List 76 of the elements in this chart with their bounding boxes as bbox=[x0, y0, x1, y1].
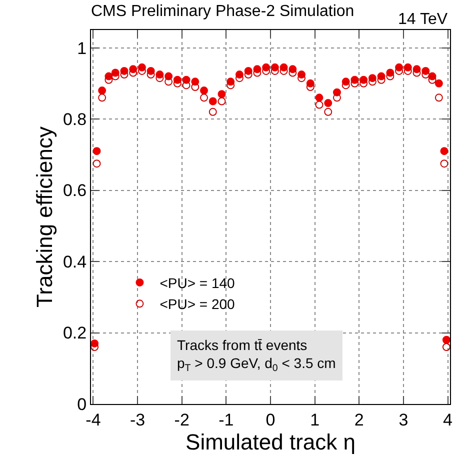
x-tick-label: 2 bbox=[354, 410, 364, 430]
point bbox=[226, 81, 235, 90]
point bbox=[332, 94, 341, 102]
point bbox=[218, 90, 226, 98]
point bbox=[200, 86, 208, 95]
point bbox=[129, 68, 138, 77]
point bbox=[315, 94, 324, 102]
point bbox=[360, 79, 368, 88]
x-tick-label: 3 bbox=[398, 410, 408, 430]
point bbox=[92, 160, 101, 168]
point bbox=[434, 94, 443, 102]
point bbox=[90, 343, 99, 352]
point bbox=[324, 108, 332, 116]
point bbox=[138, 66, 146, 75]
point bbox=[377, 76, 386, 84]
point bbox=[298, 74, 306, 82]
y-axis-title: Tracking efficiency bbox=[32, 126, 57, 308]
point bbox=[368, 78, 376, 86]
point bbox=[146, 70, 155, 79]
y-tick-label: 1 bbox=[77, 38, 87, 58]
point bbox=[306, 82, 314, 91]
point bbox=[200, 94, 208, 102]
x-tick-label: -1 bbox=[218, 410, 234, 430]
point bbox=[182, 81, 190, 90]
y-tick-label: 0.2 bbox=[62, 324, 87, 343]
point bbox=[92, 147, 101, 156]
point bbox=[104, 76, 113, 84]
x-tick-label: -4 bbox=[86, 410, 101, 430]
point bbox=[208, 108, 217, 116]
x-axis-title: Simulated track η bbox=[186, 429, 356, 454]
point bbox=[191, 82, 200, 91]
legend-label: <PU> = 200 bbox=[160, 296, 236, 312]
point bbox=[262, 66, 270, 75]
y-tick-label: 0 bbox=[77, 394, 87, 414]
point bbox=[98, 94, 106, 102]
point bbox=[288, 68, 297, 77]
point bbox=[218, 97, 226, 106]
point bbox=[412, 68, 421, 77]
point bbox=[404, 66, 412, 75]
point bbox=[280, 66, 288, 75]
chart-title: CMS Preliminary Phase-2 Simulation bbox=[91, 2, 354, 20]
point bbox=[235, 74, 244, 82]
point bbox=[156, 74, 164, 82]
point bbox=[164, 78, 173, 86]
point bbox=[270, 66, 279, 75]
x-tick-label: -3 bbox=[130, 410, 146, 430]
point bbox=[324, 99, 332, 108]
annotation: Tracks from tt̄ events p$_{T}$ > 0.9 GeV, d$_{0}$ < 3.5 cm bbox=[177, 337, 336, 374]
legend-label: <PU> = 140 bbox=[160, 274, 236, 291]
chart-subtitle: 14 TeV bbox=[398, 11, 448, 28]
point bbox=[442, 336, 450, 344]
x-tick-label: 1 bbox=[310, 410, 320, 430]
x-tick-label: -2 bbox=[174, 410, 190, 430]
x-tick-label: 4 bbox=[443, 410, 453, 430]
point bbox=[395, 66, 404, 75]
point bbox=[244, 70, 252, 79]
point bbox=[111, 72, 120, 80]
point bbox=[442, 343, 450, 352]
point bbox=[428, 76, 436, 84]
point bbox=[173, 79, 182, 88]
point bbox=[253, 68, 262, 77]
point bbox=[440, 147, 448, 156]
y-tick-label: 0.4 bbox=[62, 252, 87, 272]
x-tick-label: 0 bbox=[266, 410, 276, 430]
y-tick-label: 0.8 bbox=[62, 110, 87, 129]
y-tick-label: 0.6 bbox=[62, 181, 87, 200]
point bbox=[386, 72, 394, 80]
point bbox=[315, 100, 324, 109]
point bbox=[342, 81, 350, 90]
point bbox=[440, 160, 448, 168]
point bbox=[350, 79, 359, 88]
point bbox=[98, 86, 106, 95]
point bbox=[434, 79, 443, 88]
point bbox=[208, 97, 217, 106]
point bbox=[120, 70, 128, 79]
point bbox=[422, 70, 430, 79]
